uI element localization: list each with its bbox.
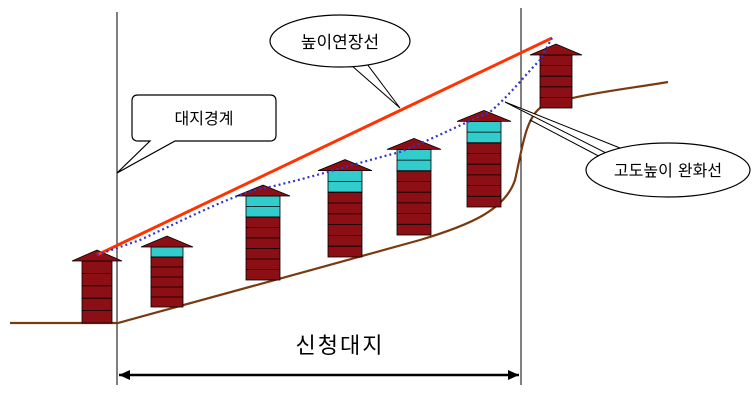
building-1 xyxy=(71,249,123,324)
building-2-brick-body xyxy=(150,256,184,308)
building-4 xyxy=(317,159,373,258)
label-site-boundary: 대지경계 xyxy=(175,109,234,128)
buildings-group xyxy=(71,43,583,324)
label-altitude-height-relief-line: 고도높이 완화선 xyxy=(614,161,722,180)
callout-site-boundary: 대지경계 xyxy=(116,94,277,174)
building-7 xyxy=(529,43,583,109)
building-3-roof xyxy=(235,184,291,197)
building-2-roof xyxy=(140,235,194,248)
callout-altitude-height-relief-line: 고도높이 완화선 xyxy=(504,101,751,198)
label-height-extension-line: 높이연장선 xyxy=(301,33,379,53)
label-applied-site: 신청대지 xyxy=(296,334,385,359)
building-7-brick-body xyxy=(539,54,573,109)
height-extension-line xyxy=(96,36,553,257)
building-4-roof xyxy=(317,159,373,171)
building-5-roof xyxy=(386,137,442,150)
building-6 xyxy=(456,109,512,208)
building-7-roof xyxy=(529,43,583,56)
building-2 xyxy=(140,235,194,308)
building-6-roof xyxy=(456,109,512,122)
building-2-cyan-floors xyxy=(150,246,184,258)
building-1-brick-body xyxy=(81,260,113,324)
building-1-roof xyxy=(71,249,123,262)
building-3 xyxy=(235,184,291,281)
building-5 xyxy=(386,137,442,236)
callout-height-extension-line: 높이연장선 xyxy=(269,14,411,109)
